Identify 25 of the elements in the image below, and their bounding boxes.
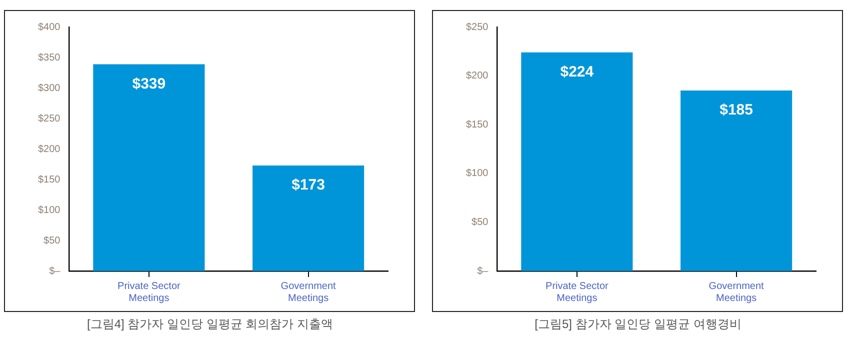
x-tick-label: Private Sector Meetings (546, 280, 609, 304)
x-tick-label: Private Sector Meetings (118, 280, 181, 304)
y-tick-label: $– (49, 266, 61, 277)
y-tick-label: $– (477, 266, 489, 277)
y-tick-label: $150 (38, 174, 61, 186)
data-label: $339 (132, 75, 166, 92)
data-label: $173 (292, 176, 325, 194)
y-tick-label: $400 (38, 22, 61, 33)
x-tick-label: Government Meetings (280, 280, 336, 304)
x-tick-label: Government Meetings (708, 280, 764, 304)
y-tick-label: $150 (466, 119, 489, 130)
y-tick-label: $250 (38, 113, 61, 124)
y-tick-label: $350 (38, 52, 61, 64)
data-label: $185 (720, 102, 753, 119)
y-tick-label: $200 (466, 70, 489, 82)
y-tick-label: $50 (472, 216, 489, 228)
y-tick-label: $250 (466, 22, 489, 33)
text: [그림4] 참가자 일인당 일평균 회의참가 지출액 (86, 316, 334, 333)
y-tick-label: $100 (466, 168, 489, 180)
data-label: $224 (560, 64, 594, 81)
y-tick-label: $200 (38, 144, 61, 155)
y-tick-label: $50 (44, 235, 61, 246)
y-tick-label: $100 (38, 204, 61, 216)
y-tick-label: $300 (38, 82, 61, 94)
text: [그림5] 참가자 일인당 일평균 여행경비 (534, 316, 742, 333)
